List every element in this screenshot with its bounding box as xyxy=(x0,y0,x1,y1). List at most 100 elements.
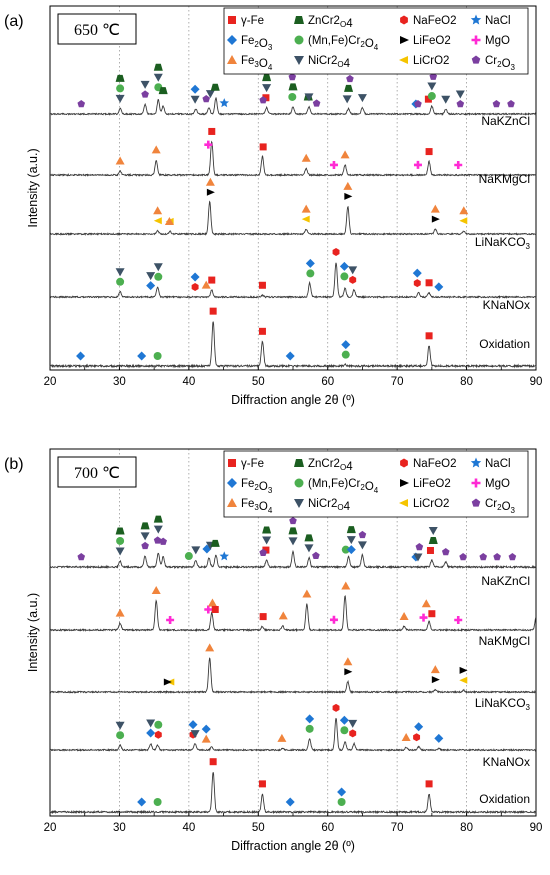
phase-marker-pentagon xyxy=(141,541,149,550)
trace-knanox xyxy=(49,717,537,753)
phase-marker-diamond xyxy=(146,728,156,738)
phase-marker-diamond xyxy=(146,281,156,291)
phase-marker-tri-right xyxy=(431,676,440,684)
phase-marker-star xyxy=(219,551,230,561)
phase-marker-pentagon xyxy=(312,99,321,107)
phase-marker-square xyxy=(258,327,266,335)
legend-tri-left-icon xyxy=(399,499,408,507)
phase-marker-triangle-down xyxy=(262,536,272,545)
phase-marker-plus xyxy=(204,140,213,149)
phase-marker-triangle-down xyxy=(146,719,156,728)
phase-marker-diamond xyxy=(414,722,424,732)
phase-marker-triangle-down xyxy=(190,730,200,739)
phase-marker-triangle-down xyxy=(140,532,150,541)
phase-marker-diamond xyxy=(190,272,200,282)
phase-marker-circle xyxy=(340,726,349,735)
phase-marker-square xyxy=(425,279,433,287)
phase-marker-square xyxy=(209,758,217,766)
phase-marker-hexagon xyxy=(332,248,340,257)
legend-square-icon xyxy=(228,459,236,467)
legend-label: NaCl xyxy=(485,15,511,27)
temperature-box xyxy=(57,13,137,45)
legend-label: LiCrO2 xyxy=(413,55,449,67)
x-tick-label: 30 xyxy=(113,822,126,834)
phase-marker-triangle-down xyxy=(304,93,314,102)
temperature-box xyxy=(57,456,137,488)
phase-marker-triangle-down xyxy=(205,90,215,99)
phase-marker-square xyxy=(428,610,436,618)
x-tick-label: 50 xyxy=(252,376,265,388)
phase-marker-pentagon xyxy=(259,548,267,556)
phase-marker-triangle-down xyxy=(115,547,125,556)
phase-marker-pentagon xyxy=(153,536,162,544)
phase-marker-square xyxy=(262,94,270,102)
phase-marker-tri-right xyxy=(431,215,440,223)
phase-marker-triangle-down xyxy=(348,266,358,275)
phase-marker-circle xyxy=(154,272,163,281)
legend-label: γ-Fe xyxy=(241,458,264,470)
phase-marker-square xyxy=(425,780,433,788)
phase-marker-triangle xyxy=(341,581,351,590)
phase-marker-trapezoid xyxy=(304,534,314,542)
trace-label-knanox: KNaNOx xyxy=(483,298,530,312)
trace-label-knanox: KNaNOx xyxy=(483,755,530,769)
phase-marker-square xyxy=(258,281,266,289)
phase-marker-circle xyxy=(306,269,315,278)
phase-marker-plus xyxy=(419,613,428,622)
legend-tri-right-icon xyxy=(400,479,409,487)
phase-marker-square xyxy=(426,546,434,554)
x-tick-label: 80 xyxy=(460,376,473,388)
phase-marker-triangle xyxy=(277,733,287,742)
phase-marker-triangle-down xyxy=(348,719,358,728)
x-tick-label: 50 xyxy=(252,822,265,834)
legend-circle-icon xyxy=(294,478,304,488)
phase-marker-diamond xyxy=(339,715,349,725)
phase-marker-pentagon xyxy=(159,537,167,545)
legend-triangle-icon xyxy=(227,55,237,64)
x-tick-label: 90 xyxy=(530,822,543,834)
phase-marker-triangle xyxy=(343,657,353,666)
legend-triangle-down-icon xyxy=(294,56,304,65)
legend-diamond-icon xyxy=(227,478,237,488)
phase-marker-pentagon xyxy=(289,516,297,525)
phase-marker-triangle xyxy=(201,734,211,743)
phase-marker-triangle xyxy=(205,643,215,652)
xrd-panel-b: 20 30 40 50 60 70 80 90 Diffraction angle 2θ (º)… xyxy=(4,448,543,853)
legend-label: Fe3O4 xyxy=(241,55,273,72)
legend-label: NaFeO2 xyxy=(413,15,456,27)
phase-marker-triangle xyxy=(164,216,174,225)
phase-marker-triangle xyxy=(430,204,440,213)
phase-marker-diamond xyxy=(305,258,315,268)
phase-marker-circle xyxy=(116,731,125,740)
phase-marker-square xyxy=(209,307,217,315)
legend-label: Cr2O3 xyxy=(485,498,516,515)
phase-marker-trapezoid xyxy=(262,526,272,534)
phase-marker-trapezoid xyxy=(288,83,298,91)
panel-label: (a) xyxy=(4,13,24,30)
phase-marker-circle xyxy=(341,545,350,554)
phase-marker-triangle-down xyxy=(413,553,423,562)
phase-marker-diamond xyxy=(285,797,295,807)
x-axis-title: Diffraction angle 2θ (º) xyxy=(231,393,355,407)
phase-marker-triangle xyxy=(340,150,350,159)
phase-marker-tri-right xyxy=(459,666,468,674)
legend-label: NaFeO2 xyxy=(413,458,456,470)
x-tick-label: 60 xyxy=(321,376,334,388)
phase-marker-triangle-down xyxy=(191,546,201,555)
phase-marker-diamond xyxy=(434,733,444,743)
trace-nakmgcl xyxy=(49,140,537,178)
legend-label: Fe2O3 xyxy=(241,478,273,495)
legend-trapezoid-icon xyxy=(294,459,304,467)
phase-marker-square xyxy=(425,148,433,156)
legend-label: ZnCr2O4 xyxy=(308,458,353,473)
phase-marker-circle xyxy=(153,352,162,360)
phase-marker-pentagon xyxy=(507,100,515,108)
trace-label-oxidation: Oxidation xyxy=(479,792,530,806)
phase-marker-trapezoid xyxy=(153,515,163,523)
phase-marker-square xyxy=(424,95,432,103)
phase-marker-triangle xyxy=(278,611,288,620)
phase-marker-hexagon xyxy=(349,729,357,738)
y-axis-title: Intensity (a.u.) xyxy=(26,148,40,227)
phase-marker-triangle-down xyxy=(140,80,150,89)
